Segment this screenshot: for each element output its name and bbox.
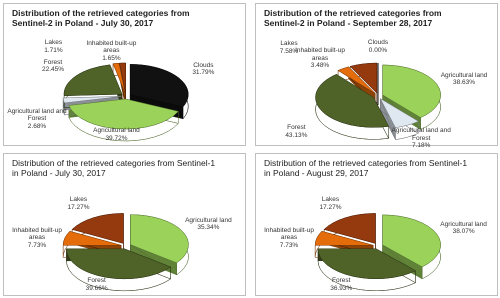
pie-slice	[119, 62, 126, 94]
data-label: Inhabited built-up areas 3.48%	[289, 47, 351, 70]
category-label: Agricultural land	[93, 127, 140, 134]
data-label: Inhabited built-up areas 1.65%	[80, 40, 142, 63]
data-label: Clouds 0.00%	[347, 39, 409, 54]
data-label: Agricultural land 39.72%	[85, 127, 147, 142]
pie-slice	[130, 214, 189, 264]
value-label: 0.00%	[368, 46, 388, 54]
value-label: 7.58%	[279, 47, 299, 55]
data-label: Forest 36.93%	[310, 277, 372, 292]
pie-slice	[66, 248, 172, 280]
category-label: Agricultural land	[185, 216, 232, 224]
chart-title: Distribution of the retrieved categories…	[12, 158, 216, 178]
pie-tops	[62, 62, 189, 130]
value-label: 7.73%	[279, 241, 299, 249]
data-label: Agricultural land 38.63%	[433, 72, 495, 87]
data-label: Forest 39.66%	[66, 277, 128, 292]
category-label: Forest	[87, 277, 106, 284]
category-label: Agricultural land and Forest	[391, 127, 451, 142]
chart-title: Distribution of the retrieved categories…	[264, 8, 442, 28]
data-label: Forest 43.13%	[265, 124, 327, 139]
value-label: 17.27%	[67, 203, 90, 211]
pie-chart	[315, 62, 441, 140]
value-label: 39.66%	[85, 284, 108, 292]
data-label: Lakes 1.71%	[22, 39, 84, 54]
category-label: Agricultural land	[440, 220, 487, 228]
data-label: Agricultural land 35.34%	[177, 217, 239, 232]
value-label: 17.27%	[319, 203, 342, 211]
chart-panel: Distribution of the retrieved categories…	[3, 153, 246, 296]
value-label: 38.63%	[452, 79, 476, 87]
pie-slice	[382, 214, 441, 268]
value-label: 35.34%	[197, 224, 220, 232]
data-label: Clouds 31.79%	[172, 62, 234, 77]
pie-slice	[382, 64, 441, 118]
category-label: Inhabited built-up areas	[12, 226, 62, 242]
pie-tops	[315, 62, 441, 128]
pie-slice	[349, 62, 378, 94]
pie-slice	[62, 96, 122, 104]
pie-slice	[68, 98, 179, 130]
value-label: 7.73%	[27, 241, 47, 249]
pie-slice	[71, 213, 124, 244]
chart-panel: Distribution of the retrieved categories…	[255, 3, 498, 149]
category-label: Agricultural land and Forest	[7, 107, 67, 123]
category-label: Inhabited built-up areas	[264, 226, 314, 242]
data-label: Inhabited built-up areas 7.73%	[6, 227, 68, 250]
category-label: Lakes	[280, 40, 298, 48]
category-label: Clouds	[367, 39, 389, 46]
pie-slice	[112, 62, 126, 94]
value-label: 39.72%	[105, 134, 128, 142]
category-label: Lakes	[44, 39, 63, 47]
value-label: 36.93%	[330, 284, 353, 292]
chart-panel: Distribution of the retrieved categories…	[3, 3, 246, 146]
value-label: 22.45%	[41, 66, 65, 74]
data-label: Agricultural land and Forest 2.68%	[6, 108, 68, 131]
data-label: Inhabited built-up areas 7.73%	[258, 227, 320, 250]
pie-chart	[314, 213, 441, 291]
pie-slice	[315, 74, 390, 128]
category-label: Clouds	[193, 61, 214, 69]
data-label: Lakes 17.27%	[299, 196, 361, 211]
category-label: Inhabited built-up areas	[86, 39, 137, 55]
chart-title: Distribution of the retrieved categories…	[12, 8, 190, 28]
value-label: 7.18%	[411, 142, 431, 149]
chart-title: Distribution of the retrieved categories…	[264, 158, 468, 178]
category-label: Agricultural land	[440, 71, 488, 79]
category-label: Lakes	[321, 196, 340, 204]
pie-slice	[317, 248, 417, 279]
pie-slice	[63, 64, 123, 96]
chart-panel: Distribution of the retrieved categories…	[255, 153, 498, 296]
category-label: Forest	[43, 58, 63, 66]
pie-tops	[62, 213, 189, 280]
value-label: 38.07%	[452, 228, 475, 236]
category-label: Forest	[287, 124, 306, 132]
value-label: 31.79%	[192, 69, 215, 77]
pie-tops	[314, 213, 441, 279]
pie-slice	[323, 213, 376, 244]
data-label: Agricultural land and Forest 7.18%	[390, 127, 452, 150]
value-label: 3.48%	[310, 62, 330, 70]
pie-slice	[129, 64, 189, 108]
pie-slice	[314, 230, 374, 246]
value-label: 1.65%	[102, 54, 121, 62]
value-label: 43.13%	[285, 131, 308, 139]
pie-slice	[337, 66, 376, 94]
pie-chart	[62, 213, 189, 291]
data-label: Lakes 17.27%	[47, 196, 109, 211]
pie-slice	[62, 230, 122, 246]
data-label: Agricultural land 38.07%	[433, 221, 495, 236]
pie-chart	[62, 62, 189, 142]
value-label: 1.71%	[44, 46, 63, 54]
value-label: 2.68%	[27, 122, 47, 130]
category-label: Lakes	[69, 196, 88, 204]
category-label: Inhabited built-up areas	[295, 47, 345, 62]
category-label: Forest	[332, 277, 351, 284]
data-label: Lakes 7.58%	[258, 40, 320, 55]
pie-slice	[379, 97, 419, 128]
data-label: Forest 22.45%	[22, 59, 84, 74]
